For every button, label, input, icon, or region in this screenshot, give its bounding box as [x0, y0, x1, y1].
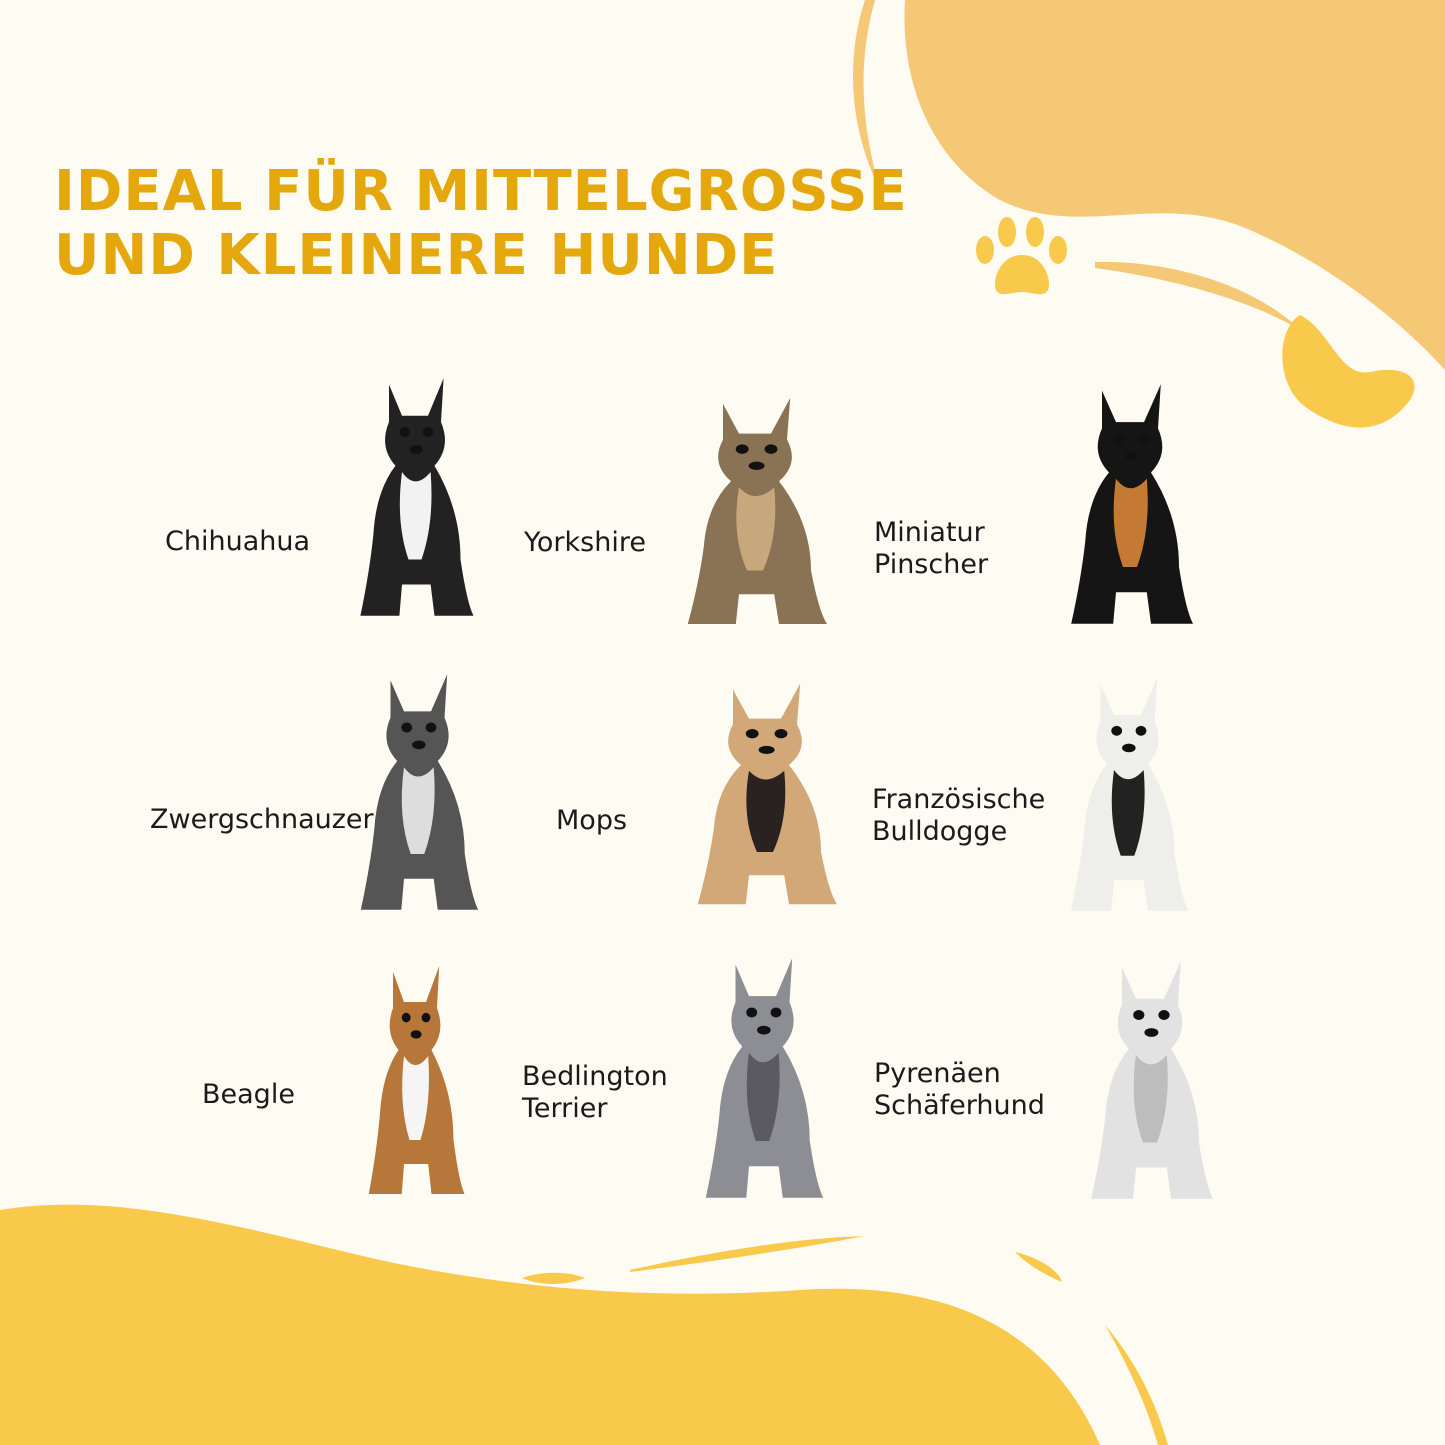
breed-label-line-2: Terrier: [522, 1093, 608, 1124]
paw-icon: [976, 217, 1067, 295]
dog-image-yorkshire: [687, 397, 827, 625]
breed-label-miniatur-pinscher: Miniatur Pinscher: [874, 517, 988, 581]
dog-image-bedlington-terrier: [705, 958, 824, 1198]
dog-image-chihuahua: [360, 378, 474, 616]
dog-image-pyrenäen-schäferhund: [1091, 961, 1213, 1199]
breed-label-französische-bulldogge: Französische Bulldogge: [872, 784, 1045, 848]
breed-label-line-1: Beagle: [202, 1079, 295, 1110]
breed-label-zwergschnauzer: Zwergschnauzer: [150, 804, 374, 836]
breed-label-pyrenäen-schäferhund: Pyrenäen Schäferhund: [874, 1058, 1045, 1122]
breed-label-yorkshire: Yorkshire: [524, 527, 646, 559]
breed-label-line-1: Bedlington: [522, 1061, 668, 1092]
breed-label-line-2: Schäferhund: [874, 1090, 1045, 1121]
breed-label-line-2: Pinscher: [874, 549, 989, 580]
dog-image-zwergschnauzer: [360, 674, 479, 910]
curved-swoosh: [1095, 261, 1300, 330]
breed-label-line-1: Zwergschnauzer: [150, 804, 374, 835]
breed-label-beagle: Beagle: [202, 1079, 295, 1111]
dog-image-mops: [697, 683, 837, 905]
dog-image-französische-bulldogge: [1070, 678, 1189, 911]
breed-label-bedlington-terrier: Bedlington Terrier: [522, 1061, 668, 1125]
bottom-swoosh-2: [522, 1272, 585, 1284]
bottom-blob: [0, 1204, 1100, 1445]
yellow-drop: [1282, 315, 1415, 428]
breed-label-line-1: Yorkshire: [524, 527, 646, 558]
breed-label-line-1: Französische: [872, 784, 1046, 815]
breed-label-mops: Mops: [556, 805, 627, 837]
breed-label-chihuahua: Chihuahua: [165, 526, 310, 558]
dog-image-miniatur-pinscher: [1071, 384, 1193, 624]
top-right-blob: [904, 0, 1445, 370]
breed-label-line-1: Mops: [556, 805, 628, 836]
bottom-swoosh-1: [630, 1236, 865, 1272]
breed-label-line-2: Bulldogge: [872, 816, 1008, 847]
thin-swoosh: [853, 0, 880, 190]
breed-label-line-1: Miniatur: [874, 517, 985, 548]
breed-label-line-1: Chihuahua: [165, 526, 311, 557]
dog-image-beagle: [368, 966, 465, 1194]
bottom-swoosh-3: [1015, 1252, 1062, 1282]
breed-label-line-1: Pyrenäen: [874, 1058, 1001, 1089]
title-line-2: UND KLEINERE HUNDE: [54, 223, 779, 288]
title-line-1: IDEAL FÜR MITTELGROSSE: [54, 159, 908, 224]
page-title: IDEAL FÜR MITTELGROSSE UND KLEINERE HUND…: [54, 160, 908, 288]
bottom-swoosh-4: [1105, 1325, 1168, 1445]
